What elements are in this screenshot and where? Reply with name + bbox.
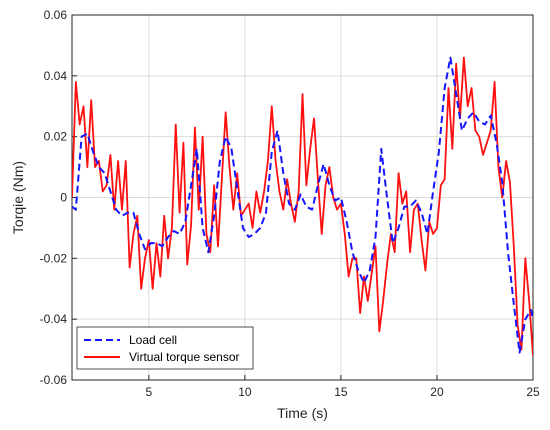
y-tick-label: 0 — [60, 191, 67, 205]
y-tick-label: -0.06 — [40, 373, 68, 387]
y-tick-label: 0.02 — [44, 130, 68, 144]
x-axis-label: Time (s) — [277, 405, 328, 421]
x-tick-label: 15 — [334, 385, 348, 399]
y-axis-ticks: -0.06 -0.04 -0.02 0 0.02 0.04 0.06 — [40, 8, 77, 387]
legend-label-virtual-torque-sensor: Virtual torque sensor — [129, 350, 240, 364]
series-line-virtual-torque-sensor — [72, 56, 533, 356]
series-line-load-cell — [72, 56, 533, 354]
x-tick-label: 25 — [526, 385, 540, 399]
y-tick-label: -0.02 — [40, 251, 68, 265]
series-lines — [72, 56, 533, 356]
x-axis-ticks: 5 10 15 20 25 — [145, 375, 540, 399]
x-tick-label: 10 — [238, 385, 252, 399]
x-tick-label: 20 — [430, 385, 444, 399]
legend-box — [76, 326, 254, 370]
y-tick-label: 0.04 — [44, 69, 68, 83]
y-tick-label: -0.04 — [40, 312, 68, 326]
y-axis-label: Torqie (Nm) — [10, 161, 26, 234]
x-tick-label: 5 — [145, 385, 152, 399]
legend-label-load-cell: Load cell — [129, 333, 177, 347]
legend: Load cell Virtual torque sensor — [76, 326, 254, 370]
y-tick-label: 0.06 — [44, 8, 68, 22]
